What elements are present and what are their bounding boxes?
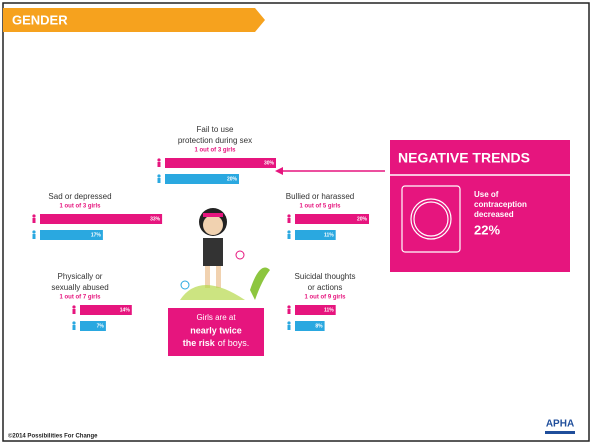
bar: [295, 214, 369, 224]
bar-label: 20%: [227, 176, 238, 182]
bar: [80, 321, 106, 331]
bar: [165, 158, 276, 168]
trends-value: 22%: [474, 222, 500, 237]
bar-label: 33%: [150, 216, 161, 222]
trends-text: contraception: [474, 200, 527, 209]
callout-line: the risk of boys.: [183, 338, 250, 348]
group-title: protection during sex: [178, 136, 252, 145]
logo-strip: [545, 431, 575, 434]
person-icon: [32, 218, 36, 223]
person-icon: [287, 218, 291, 223]
callout-rest: of boys.: [218, 338, 250, 348]
person-icon: [32, 230, 36, 234]
group-title: Bullied or harassed: [286, 192, 354, 201]
group-title: sexually abused: [51, 283, 108, 292]
bar-label: 20%: [357, 216, 368, 222]
callout-bold: the risk: [183, 338, 216, 348]
header-bar: [3, 8, 265, 32]
bar: [40, 230, 103, 240]
person-icon: [72, 305, 76, 309]
person-icon: [72, 309, 76, 314]
group-title: Sad or depressed: [48, 192, 111, 201]
trends-text: decreased: [474, 210, 514, 219]
logo: APHA: [546, 419, 574, 430]
bar-label: 8%: [315, 323, 323, 329]
person-icon: [32, 214, 36, 218]
bar: [40, 214, 163, 224]
person-icon: [287, 214, 291, 218]
bar: [295, 321, 325, 331]
callout-box: [168, 308, 264, 356]
bar-label: 11%: [324, 232, 334, 238]
person-icon: [157, 158, 161, 162]
group-title: Physically or: [58, 272, 103, 281]
trends-title: NEGATIVE TRENDS: [398, 150, 530, 166]
group-subtitle: 1 out of 5 girls: [299, 204, 341, 210]
bar: [165, 174, 239, 184]
callout-line: Girls are at: [196, 313, 236, 322]
header-title: GENDER: [12, 12, 68, 27]
group-subtitle: 1 out of 9 girls: [304, 295, 346, 301]
arrow-head: [275, 167, 283, 175]
person-icon: [157, 162, 161, 167]
bar-label: 30%: [264, 160, 275, 166]
group-subtitle: 1 out of 3 girls: [194, 148, 236, 154]
callout-line: nearly twice: [190, 325, 242, 335]
person-icon: [287, 234, 291, 239]
person-icon: [72, 321, 76, 325]
group-title: Fail to use: [197, 125, 234, 134]
person-icon: [157, 174, 161, 178]
group-title: or actions: [308, 283, 343, 292]
bar-label: 14%: [120, 307, 131, 313]
condom-icon: [401, 185, 461, 253]
bar-label: 17%: [91, 232, 102, 238]
group-title: Suicidal thoughts: [295, 272, 356, 281]
person-icon: [287, 325, 291, 330]
person-icon: [157, 178, 161, 183]
group-subtitle: 1 out of 3 girls: [59, 204, 101, 210]
person-icon: [287, 230, 291, 234]
group-subtitle: 1 out of 7 girls: [59, 295, 101, 301]
bar: [80, 305, 132, 315]
bar: [295, 305, 336, 315]
person-icon: [287, 321, 291, 325]
bar: [295, 230, 336, 240]
person-icon: [72, 325, 76, 330]
person-icon: [287, 309, 291, 314]
person-icon: [32, 234, 36, 239]
copyright: ©2014 Possibilities For Change: [8, 433, 98, 440]
bar-label: 11%: [324, 307, 334, 313]
bar-label: 7%: [97, 323, 105, 329]
trends-text: Use of: [474, 190, 499, 199]
person-icon: [287, 305, 291, 309]
girl-illustration: [180, 208, 270, 300]
